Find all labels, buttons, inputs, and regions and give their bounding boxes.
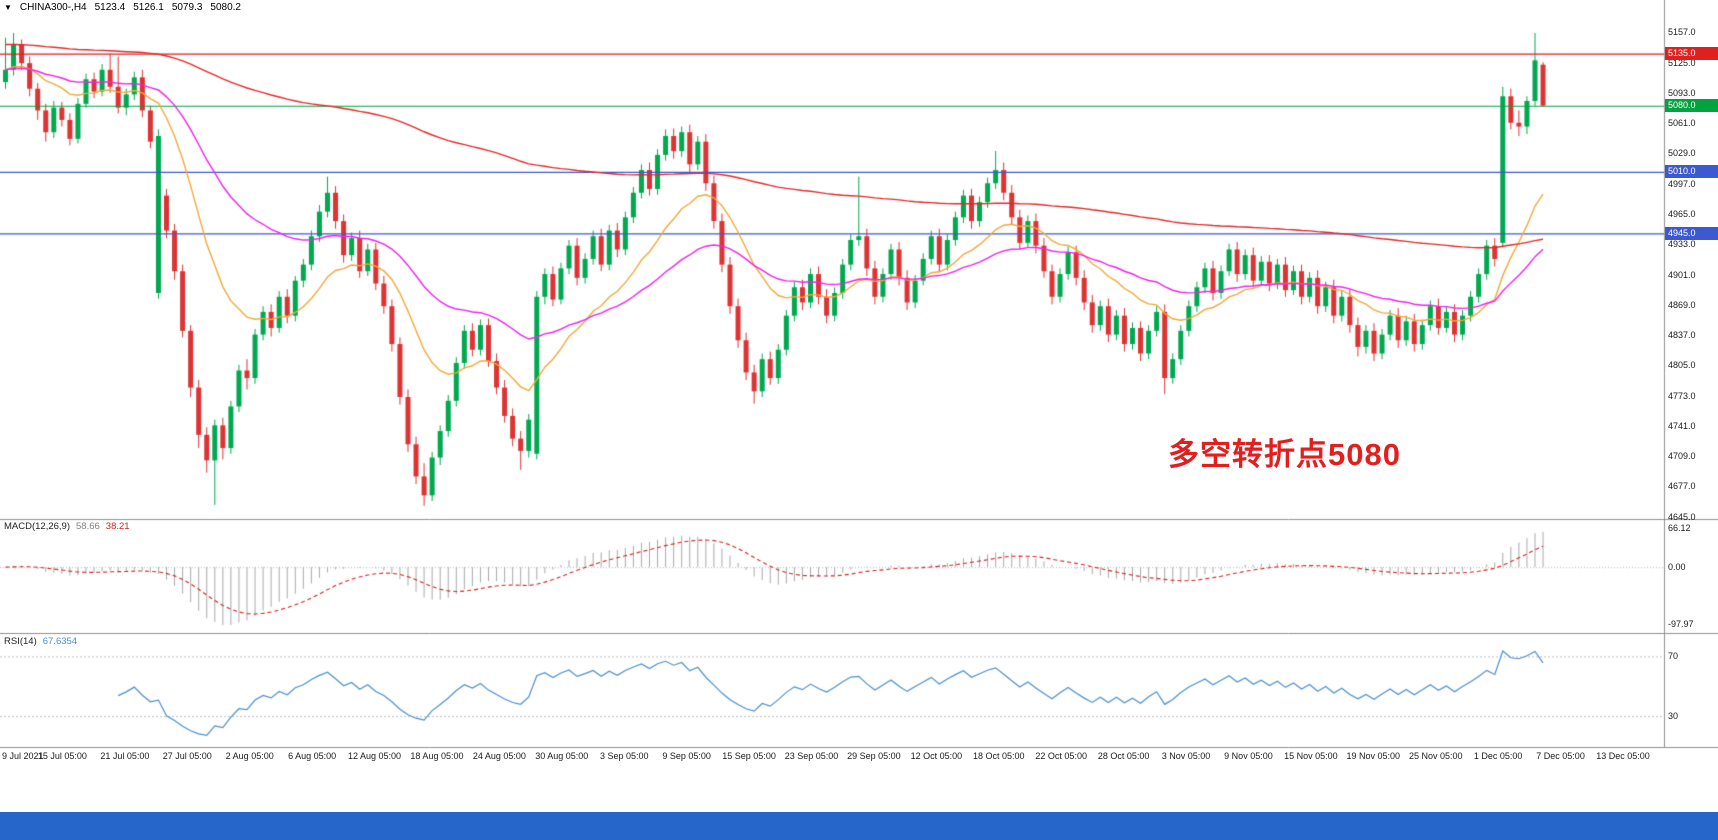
date-axis-label: 30 Aug 05:00: [535, 751, 589, 761]
price-axis-label: 4709.0: [1668, 451, 1696, 462]
price-axis-label: 5093.0: [1668, 87, 1696, 98]
rsi-axis-label: 30: [1668, 710, 1679, 721]
price-axis-label: 4677.0: [1668, 481, 1696, 492]
price-axis-label: 4805.0: [1668, 360, 1696, 371]
price-level-badge: 5010.0: [1665, 165, 1718, 179]
price-axis-label: 5061.0: [1668, 118, 1696, 129]
price-axis-label: 4741.0: [1668, 420, 1696, 431]
symbol-timeframe-label: CHINA300-,H4: [19, 2, 87, 13]
macd-axis-label: -97.97: [1668, 619, 1694, 630]
date-axis-label: 13 Dec 05:00: [1596, 751, 1650, 761]
price-axis-label: 4869.0: [1668, 299, 1696, 310]
date-axis-label: 18 Aug 05:00: [410, 751, 464, 761]
date-axis-label: 15 Nov 05:00: [1284, 751, 1338, 761]
macd-main-value: 58.66: [76, 521, 100, 532]
date-axis-label: 21 Jul 05:00: [100, 751, 150, 761]
date-axis-label: 9 Nov 05:00: [1224, 751, 1273, 761]
date-axis-label: 9 Jul 2021: [2, 751, 44, 761]
ohlc-open: 5123.4: [94, 2, 126, 13]
date-axis-label: 27 Jul 05:00: [162, 751, 212, 761]
date-axis-label: 1 Dec 05:00: [1473, 751, 1523, 761]
date-axis-label: 3 Sep 05:00: [599, 751, 649, 761]
date-axis-label: 22 Oct 05:00: [1035, 751, 1087, 761]
price-chart-canvas[interactable]: [0, 0, 1718, 812]
macd-signal-value: 38.21: [105, 521, 130, 532]
chart-annotation-text[interactable]: 多空转折点5080: [1168, 437, 1401, 472]
price-level-badge: 5080.0: [1665, 99, 1718, 113]
date-axis-label: 24 Aug 05:00: [472, 751, 526, 761]
price-axis-label: 4837.0: [1668, 330, 1696, 341]
price-axis-label: 5157.0: [1668, 27, 1696, 38]
date-axis-label: 29 Sep 05:00: [847, 751, 901, 761]
date-axis-label: 28 Oct 05:00: [1097, 751, 1150, 761]
price-level-badge: 4945.0: [1665, 226, 1718, 240]
bottom-taskbar: [0, 812, 1718, 840]
ohlc-high: 5126.1: [133, 2, 164, 13]
macd-axis-label: 0.00: [1668, 561, 1686, 572]
date-axis-label: 12 Oct 05:00: [910, 751, 963, 761]
chart-infobar: ▼ CHINA300-,H4 5123.4 5126.1 5079.3 5080…: [4, 2, 241, 13]
ohlc-close: 5080.2: [210, 2, 241, 13]
price-axis-label: 4901.0: [1668, 269, 1696, 280]
date-axis-label: 2 Aug 05:00: [225, 751, 274, 761]
price-axis-label: 4933.0: [1668, 239, 1696, 250]
date-axis-label: 3 Nov 05:00: [1161, 751, 1211, 761]
macd-label: MACD(12,26,9): [4, 521, 70, 532]
rsi-pane-header: RSI(14) 67.6354: [4, 636, 77, 647]
price-axis-label: 5125.0: [1668, 57, 1696, 68]
macd-pane-header: MACD(12,26,9) 58.66 38.21: [4, 521, 130, 532]
date-axis-label: 7 Dec 05:00: [1536, 751, 1585, 761]
date-axis-label: 15 Sep 05:00: [722, 751, 776, 761]
date-axis-label: 6 Aug 05:00: [288, 751, 337, 761]
date-axis-label: 25 Nov 05:00: [1408, 751, 1463, 761]
price-axis-label: 5029.0: [1668, 148, 1696, 159]
price-axis-label: 4773.0: [1668, 390, 1696, 401]
ohlc-low: 5079.3: [171, 2, 203, 13]
rsi-axis-label: 70: [1668, 650, 1679, 661]
date-axis-label: 18 Oct 05:00: [972, 751, 1025, 761]
date-axis-label: 23 Sep 05:00: [784, 751, 839, 761]
price-axis-label: 4645.0: [1668, 511, 1696, 522]
date-axis-label: 15 Jul 05:00: [37, 751, 87, 761]
rsi-label: RSI(14): [4, 636, 37, 647]
macd-axis-label: 66.12: [1668, 522, 1691, 533]
symbol-dropdown-icon[interactable]: ▼: [4, 2, 12, 12]
price-axis-label: 4965.0: [1668, 208, 1696, 219]
rsi-value: 67.6354: [42, 636, 78, 647]
date-axis-label: 19 Nov 05:00: [1346, 751, 1401, 761]
price-axis-label: 4997.0: [1668, 178, 1696, 189]
date-axis-label: 9 Sep 05:00: [662, 751, 711, 761]
price-level-badge: 5135.0: [1665, 47, 1718, 61]
date-axis-label: 12 Aug 05:00: [348, 751, 402, 761]
